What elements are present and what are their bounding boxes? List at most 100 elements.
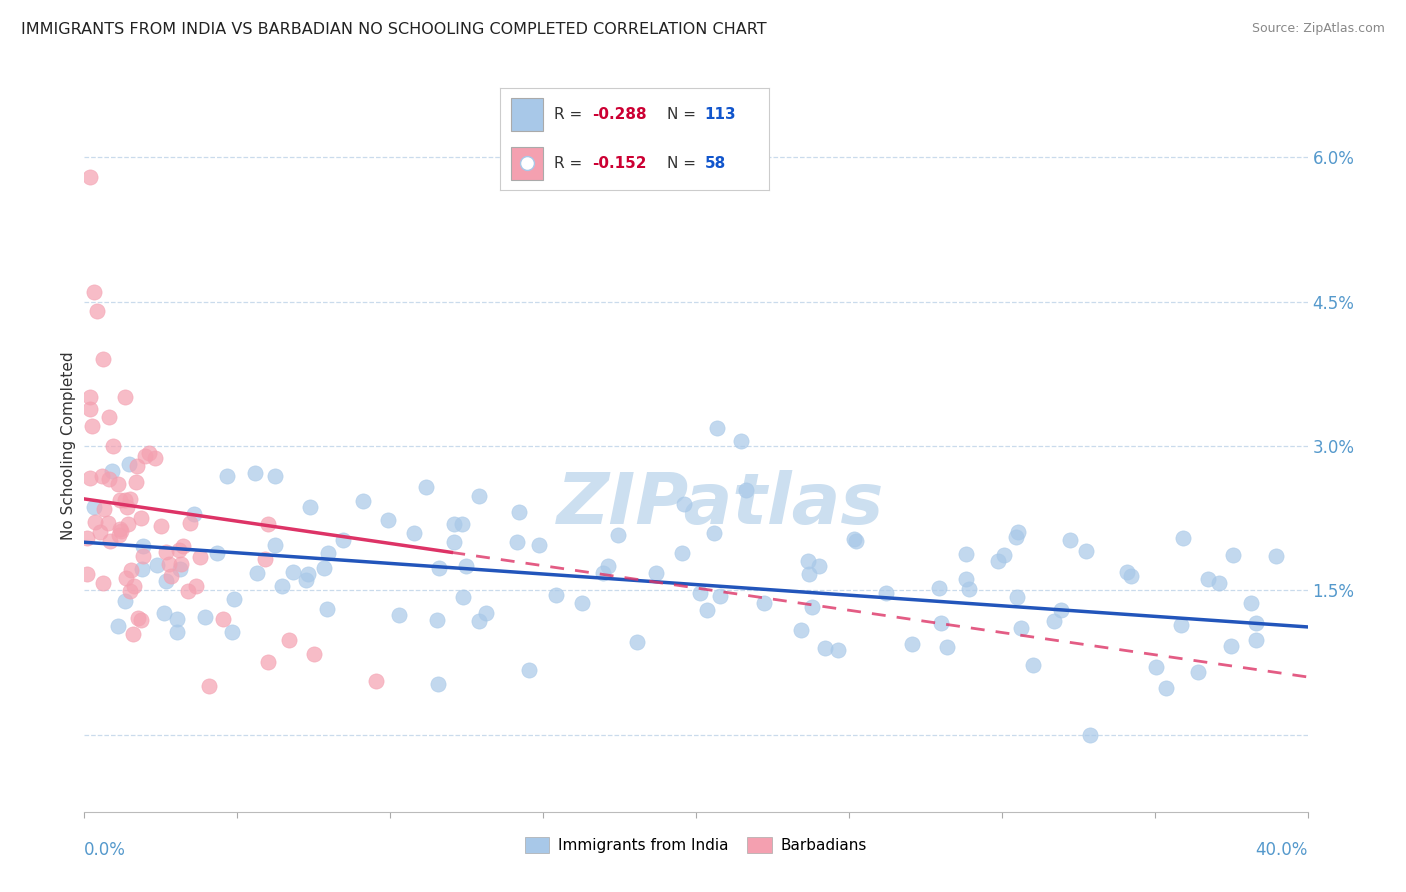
- Point: [571, 596, 593, 610]
- Point: [1187, 665, 1209, 680]
- Point: [246, 566, 269, 580]
- Point: [800, 600, 823, 615]
- Point: [115, 500, 138, 514]
- Point: [98, 473, 121, 487]
- Point: [928, 582, 950, 596]
- Point: [120, 584, 142, 599]
- Point: [107, 477, 129, 491]
- Point: [257, 655, 280, 669]
- Point: [129, 510, 152, 524]
- Point: [264, 538, 287, 552]
- Point: [97, 410, 120, 425]
- Point: [827, 642, 849, 657]
- Point: [299, 500, 322, 515]
- Point: [797, 554, 820, 568]
- Point: [673, 497, 696, 511]
- Point: [114, 390, 136, 404]
- Point: [1197, 572, 1219, 586]
- Point: [671, 545, 693, 559]
- Point: [297, 567, 319, 582]
- Point: [101, 439, 124, 453]
- Point: [752, 596, 775, 610]
- Point: [115, 571, 138, 585]
- Point: [443, 516, 465, 531]
- Point: [170, 557, 193, 571]
- Point: [1005, 590, 1028, 604]
- Point: [703, 525, 725, 540]
- Point: [101, 464, 124, 478]
- Point: [80, 418, 103, 433]
- Point: [188, 550, 211, 565]
- Y-axis label: No Schooling Completed: No Schooling Completed: [60, 351, 76, 541]
- Point: [114, 593, 136, 607]
- Point: [97, 516, 120, 530]
- Point: [108, 528, 131, 542]
- Point: [186, 579, 208, 593]
- Point: [1010, 621, 1032, 635]
- Point: [86, 304, 108, 318]
- Point: [427, 676, 450, 690]
- Point: [901, 637, 924, 651]
- Point: [1171, 531, 1194, 545]
- Point: [814, 640, 837, 655]
- Point: [506, 534, 529, 549]
- Point: [114, 492, 136, 507]
- Point: [295, 574, 318, 588]
- Point: [166, 624, 188, 639]
- Point: [129, 613, 152, 627]
- Point: [79, 401, 101, 416]
- Point: [146, 558, 169, 573]
- Point: [107, 619, 129, 633]
- Point: [709, 589, 731, 603]
- Point: [127, 610, 149, 624]
- Point: [429, 561, 451, 575]
- Point: [215, 468, 238, 483]
- Point: [797, 567, 820, 582]
- Legend: Immigrants from India, Barbadians: Immigrants from India, Barbadians: [519, 830, 873, 859]
- Text: Source: ZipAtlas.com: Source: ZipAtlas.com: [1251, 22, 1385, 36]
- Point: [1244, 615, 1267, 630]
- Point: [1007, 524, 1029, 539]
- Point: [89, 525, 111, 540]
- Point: [730, 434, 752, 449]
- Point: [689, 586, 711, 600]
- Point: [544, 589, 567, 603]
- Text: 0.0%: 0.0%: [84, 840, 127, 859]
- Point: [125, 475, 148, 490]
- Point: [316, 546, 339, 560]
- Point: [1219, 639, 1241, 653]
- Text: IMMIGRANTS FROM INDIA VS BARBADIAN NO SCHOOLING COMPLETED CORRELATION CHART: IMMIGRANTS FROM INDIA VS BARBADIAN NO SC…: [21, 22, 766, 37]
- Point: [155, 545, 177, 559]
- Point: [150, 519, 173, 533]
- Point: [468, 614, 491, 628]
- Point: [264, 469, 287, 483]
- Point: [1244, 633, 1267, 648]
- Point: [302, 647, 325, 661]
- Point: [366, 674, 388, 689]
- Point: [468, 489, 491, 503]
- Text: ZIPatlas: ZIPatlas: [557, 470, 884, 539]
- Point: [153, 606, 176, 620]
- Point: [270, 578, 292, 592]
- Point: [626, 635, 648, 649]
- Point: [90, 469, 112, 483]
- Point: [955, 572, 977, 586]
- Point: [808, 558, 831, 573]
- Point: [875, 586, 897, 600]
- Point: [315, 602, 337, 616]
- Point: [143, 451, 166, 466]
- Point: [1119, 569, 1142, 583]
- Point: [645, 566, 668, 581]
- Point: [108, 493, 131, 508]
- Point: [1265, 549, 1288, 563]
- Point: [415, 480, 437, 494]
- Point: [179, 516, 201, 530]
- Point: [84, 516, 107, 530]
- Point: [224, 591, 246, 606]
- Point: [845, 534, 868, 549]
- Point: [1074, 544, 1097, 558]
- Point: [1170, 618, 1192, 632]
- Point: [79, 390, 101, 404]
- Point: [155, 574, 177, 588]
- Point: [76, 566, 98, 581]
